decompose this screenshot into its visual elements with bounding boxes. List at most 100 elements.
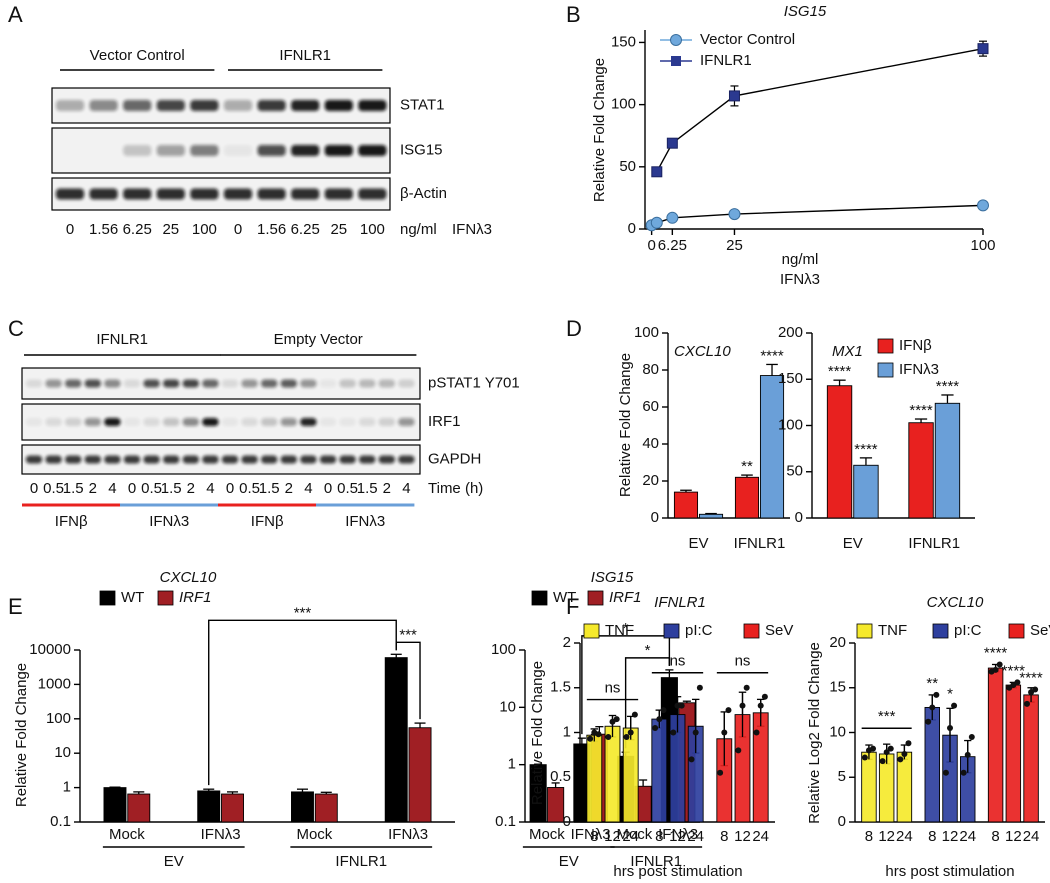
y-tick-label: 0.5 <box>550 768 571 785</box>
y-tick-label: 60 <box>642 398 659 415</box>
legend-swatch <box>877 362 894 378</box>
significance: * <box>947 686 953 703</box>
significance: **** <box>760 347 784 364</box>
point <box>883 749 890 756</box>
legend-label: WT <box>553 589 576 606</box>
lane-label: 0 <box>324 480 332 497</box>
row-label: pSTAT1 Y701 <box>428 374 520 391</box>
band <box>260 455 278 464</box>
band <box>324 188 353 200</box>
point <box>735 747 742 754</box>
x-tick-label: 100 <box>970 237 995 254</box>
point <box>977 199 989 212</box>
legend-label: IFNλ3 <box>899 361 939 378</box>
bar <box>759 375 785 519</box>
lane-label: 6.25 <box>291 221 320 238</box>
y-tick-label: 10 <box>54 744 71 761</box>
point <box>870 745 877 752</box>
y-tick-label: 100 <box>611 96 636 113</box>
band <box>257 100 286 111</box>
band <box>25 418 43 426</box>
legend-label: TNF <box>605 622 634 639</box>
point <box>587 735 594 742</box>
legend-label: SeV <box>1030 622 1050 639</box>
point <box>942 769 949 776</box>
legend-swatch <box>743 623 760 639</box>
legend-swatch <box>531 590 548 606</box>
point <box>696 684 703 691</box>
lane-label: 0 <box>66 221 74 238</box>
band <box>378 379 396 388</box>
legend-swatch <box>1008 623 1025 639</box>
lane-label: 0 <box>226 480 234 497</box>
band <box>241 418 258 426</box>
significance: **** <box>936 378 960 395</box>
row-label: STAT1 <box>400 96 444 113</box>
y-axis-label: Relative Fold Change <box>591 58 608 202</box>
band <box>55 188 85 200</box>
treatment-label: IFNλ3 <box>452 221 492 238</box>
y-tick-label: 0.1 <box>50 813 71 830</box>
row-label: ISG15 <box>400 141 443 158</box>
band <box>378 418 396 426</box>
point <box>670 729 677 736</box>
point <box>660 707 667 714</box>
significance: ** <box>741 458 753 475</box>
legend-label: SeV <box>765 622 793 639</box>
lane-label: 0.5 <box>239 480 260 497</box>
band <box>291 188 320 200</box>
band <box>162 455 180 464</box>
point <box>964 751 971 758</box>
lane-label: 100 <box>192 221 217 238</box>
bar <box>291 791 314 823</box>
band <box>190 100 219 111</box>
x-tick-label: 8 <box>928 828 936 845</box>
point <box>627 729 634 736</box>
x-tick-label: Mock <box>109 826 145 843</box>
band <box>55 100 85 111</box>
group-label: IFNLR1 <box>96 331 148 348</box>
x-tick-label: 8 <box>991 828 999 845</box>
bar <box>853 464 879 519</box>
band <box>64 418 82 426</box>
legend-swatch <box>663 623 680 639</box>
band <box>358 188 387 200</box>
chart-title: CXCL10 <box>674 343 731 360</box>
unit-label: ng/ml <box>400 221 437 238</box>
band <box>45 418 62 426</box>
lane-label: 0.5 <box>141 480 162 497</box>
bar <box>734 476 760 519</box>
series-line <box>656 47 984 173</box>
band <box>156 188 185 200</box>
band <box>280 455 298 464</box>
bar <box>197 790 221 823</box>
y-tick-label: 100 <box>778 416 803 433</box>
y-axis-label: Relative Log2 Fold Change <box>806 642 823 824</box>
chart-title: CXCL10 <box>160 569 217 586</box>
point <box>666 211 679 224</box>
band <box>324 145 353 156</box>
band <box>260 418 278 426</box>
band <box>358 418 376 426</box>
significance: **** <box>1002 662 1026 679</box>
row-label: β-Actin <box>400 185 447 202</box>
bar <box>698 513 724 519</box>
lane-label: 2 <box>187 480 195 497</box>
x-tick-label: 8 <box>720 828 728 845</box>
bracket-label: ns <box>735 653 751 670</box>
x-tick-label: 12 <box>942 828 959 845</box>
point <box>887 745 894 752</box>
band <box>64 455 82 464</box>
y-tick-label: 150 <box>611 33 636 50</box>
row-label: GAPDH <box>428 450 481 467</box>
band <box>378 455 396 464</box>
band <box>162 379 180 388</box>
panel-letter: C <box>8 316 24 341</box>
bracket <box>395 641 421 720</box>
y-tick-label: 2 <box>563 634 571 651</box>
band <box>190 145 219 156</box>
point <box>757 702 764 709</box>
treatment-label: IFNλ3 <box>149 513 189 530</box>
point <box>725 707 732 714</box>
bar <box>934 402 961 519</box>
